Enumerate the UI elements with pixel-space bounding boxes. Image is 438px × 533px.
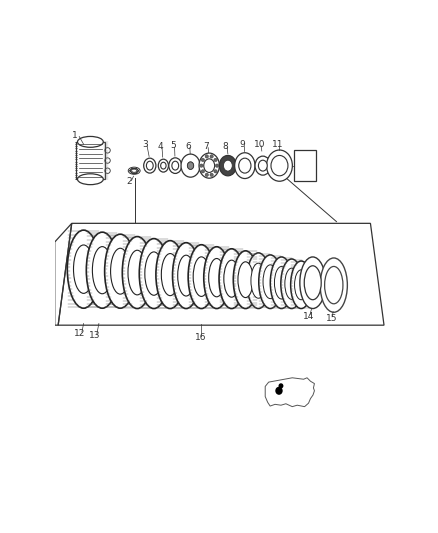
Ellipse shape [267, 150, 293, 181]
Ellipse shape [235, 153, 255, 179]
Ellipse shape [86, 232, 118, 308]
Ellipse shape [188, 245, 215, 309]
Polygon shape [130, 168, 138, 173]
Ellipse shape [238, 262, 253, 297]
Ellipse shape [259, 255, 282, 309]
Ellipse shape [208, 259, 225, 297]
Polygon shape [58, 223, 384, 325]
Ellipse shape [187, 162, 194, 169]
Ellipse shape [67, 230, 100, 308]
Polygon shape [265, 378, 314, 407]
Ellipse shape [233, 251, 258, 309]
Ellipse shape [110, 248, 130, 294]
Ellipse shape [304, 266, 321, 300]
Text: 2: 2 [127, 177, 132, 187]
Text: 1: 1 [72, 131, 78, 140]
Ellipse shape [285, 268, 299, 300]
Ellipse shape [300, 257, 325, 309]
Circle shape [201, 169, 205, 173]
Ellipse shape [199, 153, 219, 178]
Ellipse shape [128, 167, 140, 174]
Circle shape [215, 164, 219, 167]
Text: 5: 5 [170, 141, 176, 150]
Text: 16: 16 [195, 333, 206, 342]
Ellipse shape [258, 160, 267, 171]
Ellipse shape [270, 257, 293, 309]
Text: 9: 9 [239, 140, 245, 149]
Ellipse shape [172, 161, 179, 170]
Ellipse shape [139, 239, 169, 309]
Ellipse shape [204, 247, 230, 309]
Ellipse shape [219, 249, 244, 309]
Ellipse shape [181, 154, 200, 177]
Circle shape [210, 155, 213, 158]
Circle shape [205, 173, 208, 176]
Circle shape [214, 158, 217, 161]
Ellipse shape [161, 254, 179, 296]
Circle shape [200, 164, 203, 167]
Ellipse shape [144, 158, 156, 173]
FancyBboxPatch shape [294, 150, 316, 181]
Text: 4: 4 [158, 142, 163, 151]
Text: 15: 15 [325, 314, 337, 323]
Ellipse shape [187, 162, 194, 169]
Ellipse shape [158, 159, 169, 172]
Ellipse shape [204, 159, 215, 172]
Ellipse shape [146, 161, 153, 170]
Ellipse shape [279, 383, 283, 389]
Ellipse shape [169, 158, 182, 173]
Ellipse shape [255, 156, 271, 175]
Ellipse shape [224, 260, 240, 297]
Ellipse shape [122, 237, 152, 309]
Ellipse shape [145, 252, 163, 295]
Ellipse shape [78, 174, 103, 184]
Ellipse shape [271, 156, 288, 176]
Ellipse shape [74, 245, 94, 293]
Ellipse shape [105, 234, 136, 308]
Ellipse shape [223, 160, 232, 171]
Ellipse shape [219, 156, 237, 176]
Ellipse shape [161, 162, 166, 169]
Circle shape [205, 155, 208, 158]
Ellipse shape [173, 243, 200, 309]
Ellipse shape [92, 247, 112, 294]
Text: 8: 8 [223, 142, 228, 151]
Ellipse shape [193, 257, 210, 296]
Circle shape [214, 169, 217, 173]
Polygon shape [76, 142, 105, 179]
Text: 11: 11 [272, 140, 283, 149]
Ellipse shape [291, 261, 312, 309]
Circle shape [210, 173, 213, 176]
Ellipse shape [178, 255, 194, 296]
Ellipse shape [275, 266, 289, 299]
Ellipse shape [239, 158, 251, 173]
Ellipse shape [281, 259, 303, 309]
Ellipse shape [78, 136, 103, 147]
Ellipse shape [128, 251, 146, 295]
Text: 6: 6 [185, 142, 191, 151]
Ellipse shape [263, 265, 278, 298]
Ellipse shape [320, 258, 347, 312]
Text: 10: 10 [254, 140, 265, 149]
Text: 7: 7 [204, 142, 209, 151]
Text: 3: 3 [142, 140, 148, 149]
Ellipse shape [251, 263, 266, 298]
Ellipse shape [295, 270, 308, 300]
Ellipse shape [132, 169, 137, 172]
Text: 12: 12 [74, 329, 85, 338]
Ellipse shape [247, 253, 270, 309]
Ellipse shape [276, 387, 283, 395]
Circle shape [201, 158, 205, 161]
Ellipse shape [325, 266, 343, 304]
Text: 14: 14 [303, 311, 314, 320]
Ellipse shape [156, 241, 184, 309]
Text: 13: 13 [89, 331, 101, 340]
